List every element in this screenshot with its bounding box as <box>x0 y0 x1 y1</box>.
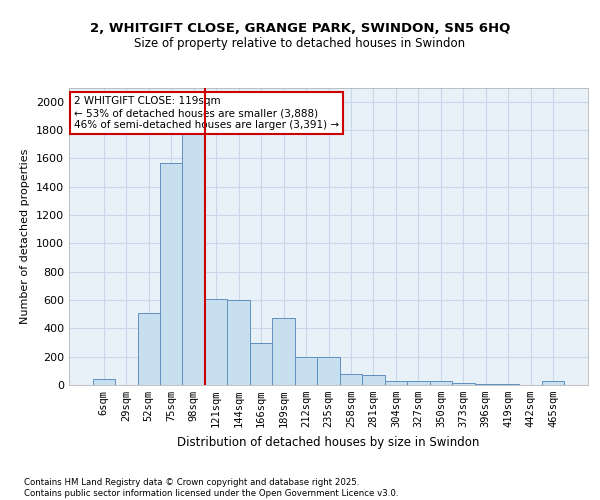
Bar <box>137 313 160 385</box>
Text: Contains HM Land Registry data © Crown copyright and database right 2025.
Contai: Contains HM Land Registry data © Crown c… <box>24 478 398 498</box>
Text: Size of property relative to detached houses in Swindon: Size of property relative to detached ho… <box>134 38 466 51</box>
Bar <box>542 381 565 385</box>
Text: 2, WHITGIFT CLOSE, GRANGE PARK, SWINDON, SN5 6HQ: 2, WHITGIFT CLOSE, GRANGE PARK, SWINDON,… <box>90 22 510 36</box>
Bar <box>452 383 475 385</box>
Bar <box>317 358 340 385</box>
Bar <box>92 378 115 385</box>
Bar <box>205 298 227 385</box>
Bar <box>272 318 295 385</box>
Bar <box>250 342 272 385</box>
Bar <box>160 162 182 385</box>
Y-axis label: Number of detached properties: Number of detached properties <box>20 148 31 324</box>
Bar <box>295 356 317 385</box>
Bar <box>475 384 497 385</box>
Bar <box>385 381 407 385</box>
X-axis label: Distribution of detached houses by size in Swindon: Distribution of detached houses by size … <box>178 436 479 448</box>
Bar <box>182 110 205 385</box>
Bar <box>497 384 520 385</box>
Text: 2 WHITGIFT CLOSE: 119sqm
← 53% of detached houses are smaller (3,888)
46% of sem: 2 WHITGIFT CLOSE: 119sqm ← 53% of detach… <box>74 96 340 130</box>
Bar <box>227 300 250 385</box>
Bar <box>430 382 452 385</box>
Bar <box>407 381 430 385</box>
Bar <box>362 375 385 385</box>
Bar <box>340 374 362 385</box>
